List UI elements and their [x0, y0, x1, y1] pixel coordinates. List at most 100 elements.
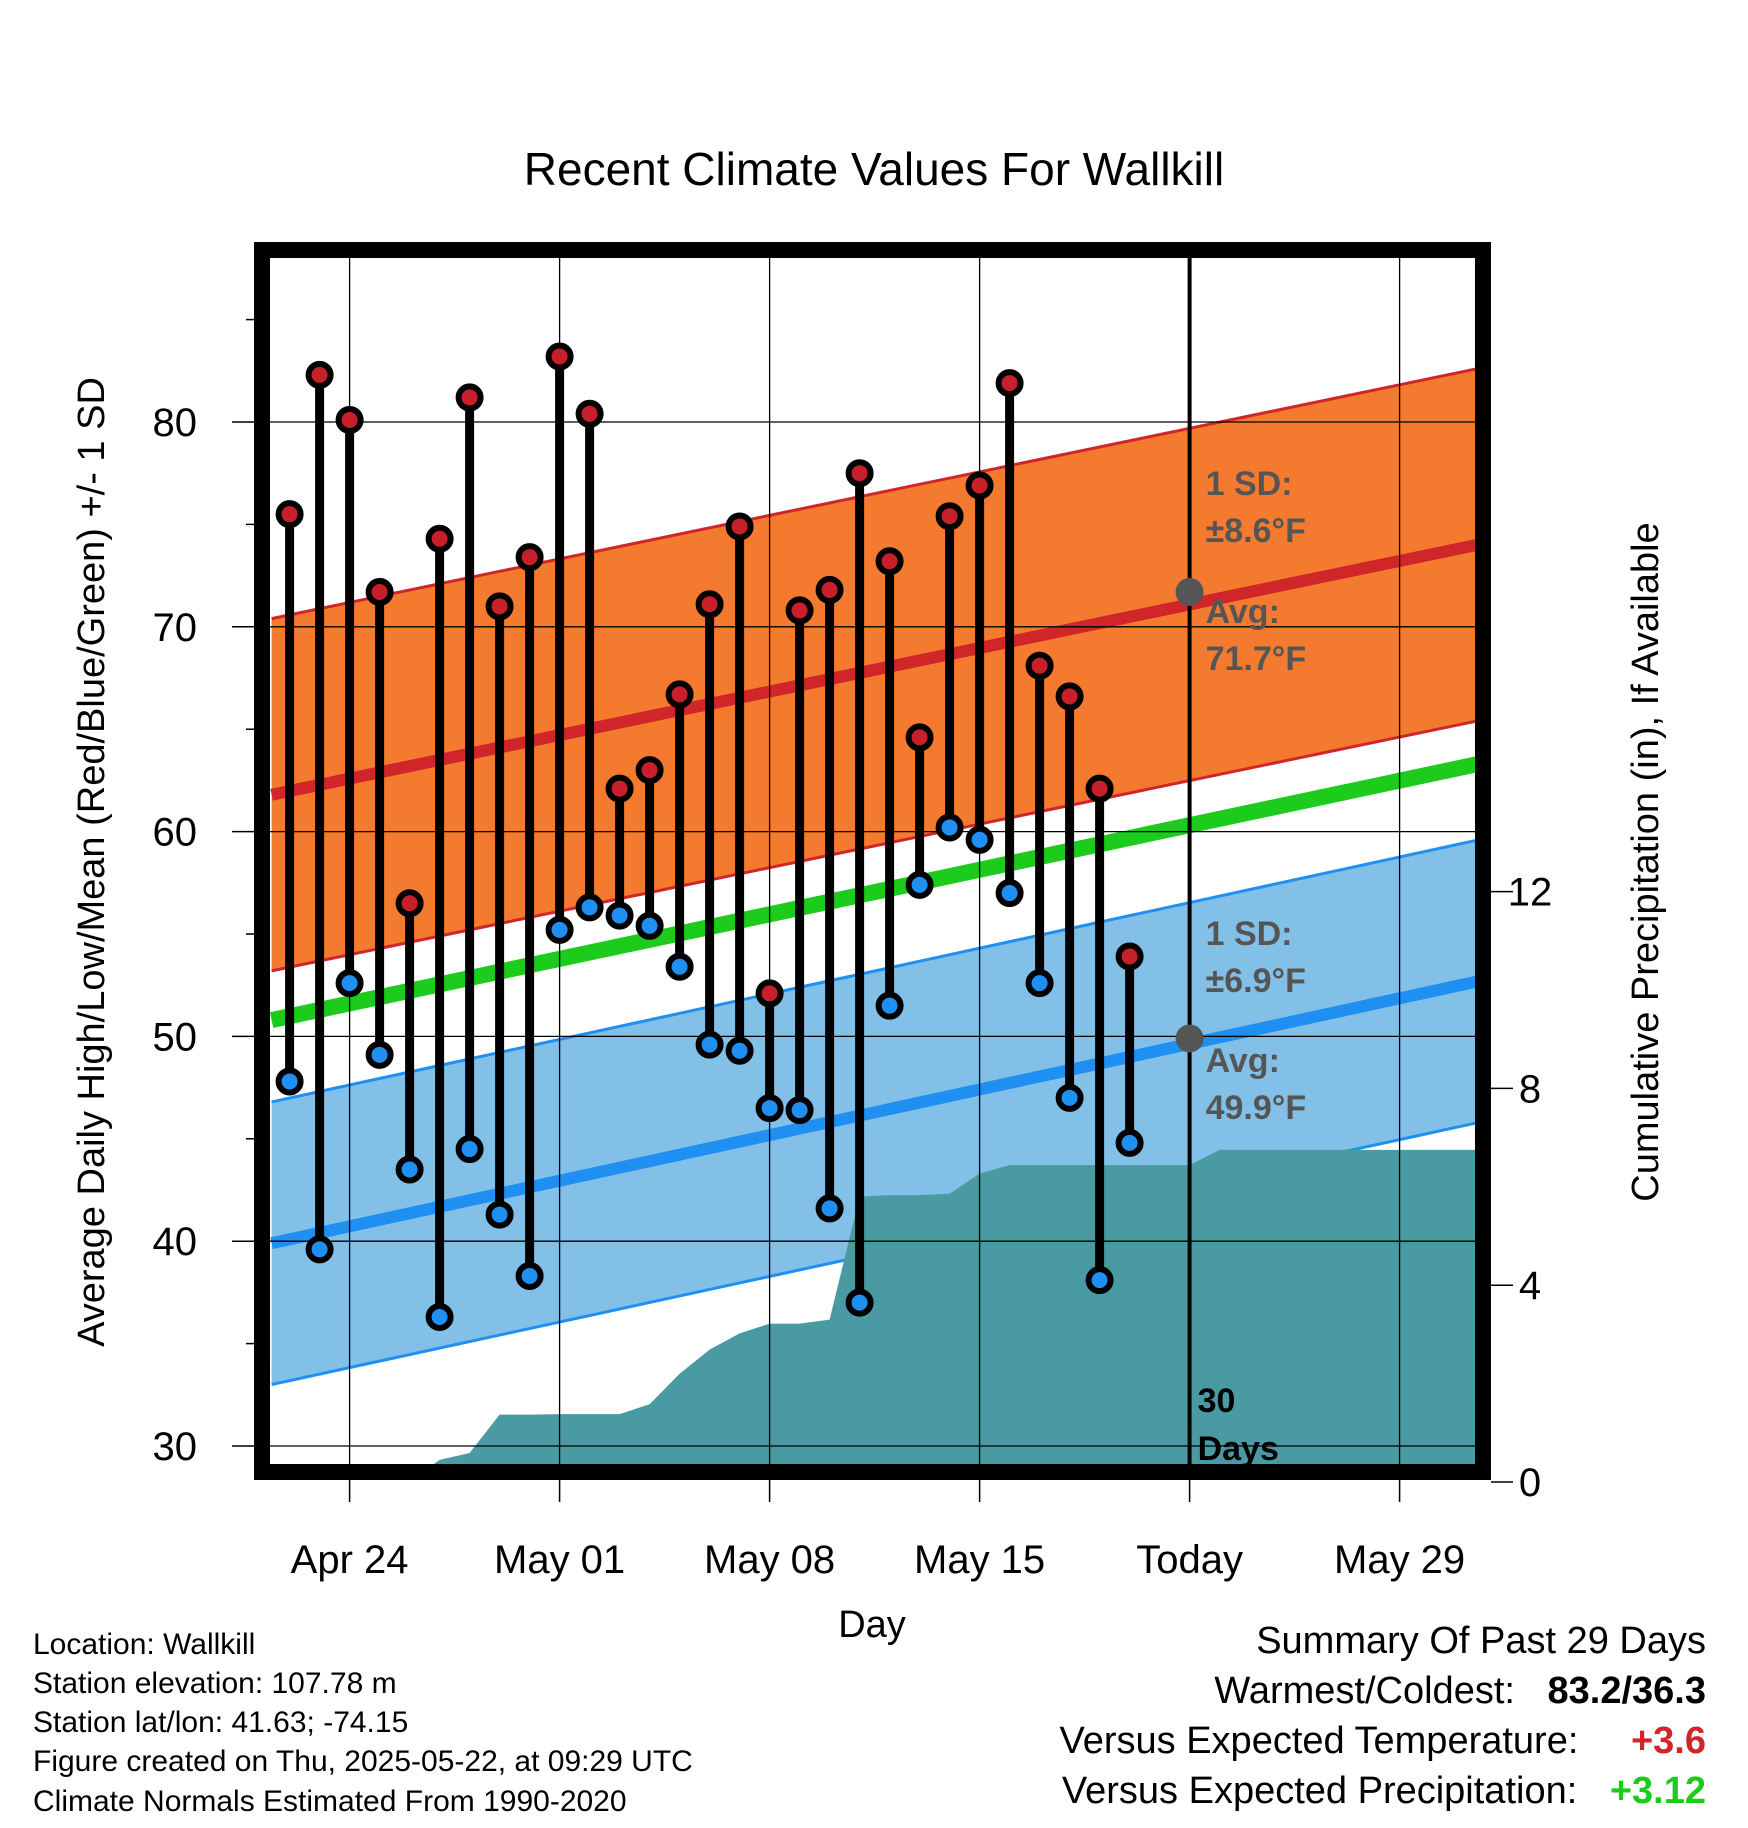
plot-frame — [254, 242, 1491, 1480]
summary-warm-cold: Warmest/Coldest: 83.2/36.3 — [1214, 1670, 1706, 1713]
daily-low-point — [515, 1262, 544, 1291]
y-tick-label: 80 — [153, 401, 198, 445]
daily-low-point — [965, 825, 994, 854]
daily-low-point — [785, 1096, 814, 1125]
daily-low-point — [935, 813, 964, 842]
summary-precip: Versus Expected Precipitation: +3.12 — [1062, 1770, 1706, 1813]
daily-low-point — [455, 1135, 484, 1164]
plot-area: 1 SD: ±8.6°F Avg: 71.7°F 1 SD: ±6.9°F Avg: 49.9… — [262, 250, 1483, 1472]
daily-high-point — [665, 680, 694, 709]
daily-low-point — [305, 1235, 334, 1264]
daily-high-point — [1025, 651, 1054, 680]
daily-low-point — [995, 879, 1024, 908]
y-tick-label: 40 — [153, 1220, 198, 1264]
annotation-high-sd-label: 1 SD: — [1206, 465, 1293, 503]
today-days-count: 30 — [1198, 1382, 1236, 1420]
y-tick-label: 50 — [153, 1015, 198, 1059]
y2-tick-label: 12 — [1508, 871, 1553, 915]
daily-high-point — [995, 369, 1024, 398]
daily-high-point — [785, 596, 814, 625]
y-axis-label: Average Daily High/Low/Mean (Red/Blue/Gr… — [71, 377, 113, 1347]
y2-tick-label: 4 — [1519, 1264, 1541, 1308]
annotation-high-avg-label: Avg: — [1206, 593, 1280, 631]
x-tick-label: Apr 24 — [291, 1538, 409, 1582]
daily-high-point — [605, 774, 634, 803]
today-days-unit: Days — [1198, 1430, 1279, 1468]
annotation-low-avg-value: 49.9°F — [1206, 1089, 1307, 1127]
summary-temp-label: Versus Expected Temperature: — [1059, 1720, 1579, 1762]
daily-low-point — [1025, 969, 1054, 998]
daily-low-point — [365, 1040, 394, 1069]
daily-low-point — [755, 1094, 784, 1123]
normal-low-today-marker — [1175, 1024, 1204, 1053]
daily-high-point — [1115, 942, 1144, 971]
daily-high-point — [815, 575, 844, 604]
daily-high-point — [575, 399, 604, 428]
daily-high-point — [545, 342, 574, 371]
daily-high-point — [395, 889, 424, 918]
annotation-low-sd-value: ±6.9°F — [1206, 962, 1306, 1000]
info-created: Figure created on Thu, 2025-05-22, at 09… — [33, 1745, 693, 1778]
daily-high-point — [365, 577, 394, 606]
summary-precip-value: +3.12 — [1609, 1770, 1706, 1812]
normal-high-today-marker — [1175, 577, 1204, 606]
daily-low-point — [1115, 1128, 1144, 1157]
y-tick-label: 30 — [153, 1425, 198, 1469]
annotation-low-avg-label: Avg: — [1206, 1042, 1280, 1080]
y2-axis-label: Cumulative Precipitation (in), If Availa… — [1625, 522, 1667, 1201]
daily-high-point — [755, 979, 784, 1008]
daily-low-point — [275, 1067, 304, 1096]
annotation-high-avg-value: 71.7°F — [1206, 640, 1307, 678]
daily-low-point — [875, 991, 904, 1020]
daily-high-point — [1055, 682, 1084, 711]
summary-heading: Summary Of Past 29 Days — [1256, 1620, 1706, 1662]
normal-high-band-upper-edge — [271, 365, 1483, 621]
x-tick-label: May 01 — [494, 1538, 625, 1582]
y2-tick-label: 0 — [1519, 1461, 1541, 1505]
y2-tick-label: 8 — [1519, 1067, 1541, 1111]
x-tick-label: May 08 — [704, 1538, 835, 1582]
daily-low-point — [335, 969, 364, 998]
info-normals: Climate Normals Estimated From 1990-2020 — [33, 1785, 627, 1818]
daily-low-point — [725, 1036, 754, 1065]
daily-low-point — [665, 952, 694, 981]
daily-high-point — [335, 405, 364, 434]
daily-low-point — [395, 1155, 424, 1184]
daily-high-point — [485, 592, 514, 621]
daily-high-point — [275, 500, 304, 529]
daily-low-point — [635, 911, 664, 940]
info-elevation: Station elevation: 107.78 m — [33, 1667, 397, 1700]
info-location: Location: Wallkill — [33, 1628, 256, 1661]
daily-high-point — [425, 524, 454, 553]
daily-low-point — [815, 1194, 844, 1223]
daily-low-point — [695, 1030, 724, 1059]
annotation-low-sd-label: 1 SD: — [1206, 915, 1293, 953]
daily-high-point — [455, 383, 484, 412]
daily-low-point — [425, 1302, 454, 1331]
normal-low-line — [270, 974, 1483, 1250]
daily-high-point — [725, 512, 754, 541]
daily-high-point — [1085, 774, 1114, 803]
summary-warm-cold-label: Warmest/Coldest: — [1214, 1670, 1515, 1712]
y-tick-label: 60 — [153, 811, 198, 855]
summary-temp: Versus Expected Temperature: +3.6 — [1059, 1720, 1706, 1763]
daily-high-point — [905, 723, 934, 752]
daily-high-point — [935, 502, 964, 531]
x-tick-label: May 29 — [1334, 1538, 1465, 1582]
daily-low-point — [905, 870, 934, 899]
chart-title: Recent Climate Values For Wallkill — [523, 143, 1225, 195]
daily-high-point — [965, 471, 994, 500]
daily-low-point — [575, 893, 604, 922]
daily-low-point — [1085, 1266, 1114, 1295]
summary-temp-value: +3.6 — [1630, 1720, 1706, 1762]
daily-high-point — [635, 756, 664, 785]
summary-precip-label: Versus Expected Precipitation: — [1061, 1770, 1578, 1812]
summary-warm-cold-value: 83.2/36.3 — [1547, 1670, 1706, 1712]
annotation-high-sd-value: ±8.6°F — [1206, 512, 1306, 550]
x-tick-label: Today — [1136, 1538, 1243, 1582]
daily-low-point — [1055, 1083, 1084, 1112]
daily-low-point — [545, 915, 574, 944]
x-tick-label: May 15 — [914, 1538, 1045, 1582]
y-tick-label: 70 — [153, 606, 198, 650]
